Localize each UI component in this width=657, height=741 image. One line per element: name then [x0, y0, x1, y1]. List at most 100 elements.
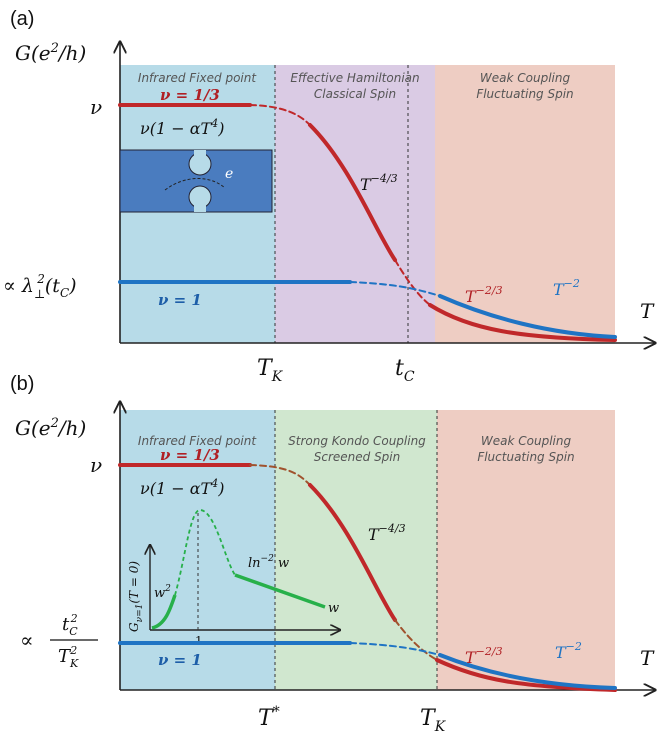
slope-blue: T−2 — [553, 277, 580, 299]
curves — [118, 463, 617, 692]
electron: e — [225, 166, 233, 182]
inset-curve — [174, 509, 236, 596]
region-title: Infrared Fixed point — [138, 71, 257, 85]
red-curve — [308, 483, 397, 622]
part: T — [465, 287, 477, 306]
y-label: G(e2/h) — [15, 416, 86, 440]
region-title: Classical Spin — [314, 87, 396, 101]
region-title: Strong Kondo Coupling — [288, 434, 426, 448]
sup: 2 — [164, 584, 171, 594]
slope-mid: T−4/3 — [360, 172, 398, 194]
y-label-part: G(e — [15, 416, 51, 440]
panel-a: (a) G(e2/h) Infrared Fixed point Effecti… — [3, 8, 655, 385]
red-curve — [428, 303, 617, 342]
sub: C — [404, 369, 415, 385]
panel-b: (b) G(e2/h) Infrared Fixed point Strong … — [10, 373, 655, 735]
part: T — [368, 525, 380, 544]
sup: −2/3 — [476, 284, 503, 297]
part: w — [274, 556, 289, 571]
region-title: Infrared Fixed point — [138, 434, 257, 448]
red-curve — [249, 104, 311, 126]
blue-curve — [349, 281, 441, 297]
nu-one: ν = 1 — [158, 291, 202, 309]
part: w — [154, 586, 165, 601]
sub: ν=1 — [135, 604, 145, 623]
x-label: T — [640, 646, 655, 670]
sup: 2 — [36, 272, 45, 286]
inset-curve — [234, 573, 326, 609]
part: G — [127, 622, 141, 632]
low-level: ∝ λ⊥2(tC) — [3, 272, 77, 301]
y-label-part: G(e — [15, 41, 51, 65]
panel-label: (a) — [10, 8, 34, 30]
part: ln — [248, 556, 261, 571]
curves — [118, 103, 617, 342]
sup: −2 — [566, 640, 582, 653]
part: ) — [68, 275, 76, 297]
region-weak — [437, 410, 615, 690]
region-weak — [435, 65, 615, 343]
sup: −4/3 — [379, 522, 406, 535]
part: ) — [217, 479, 224, 498]
nu-correction: ν(1 − αT4) — [140, 117, 224, 138]
inset-y-label: Gν=1(T = 0) — [127, 561, 145, 632]
sup: −2 — [261, 554, 275, 564]
region-title: Fluctuating Spin — [477, 450, 574, 464]
part: t — [62, 614, 70, 635]
part: (t — [45, 275, 60, 297]
part: T — [360, 175, 372, 194]
slope-red: T−2/3 — [465, 645, 503, 667]
blue-curve — [438, 653, 617, 690]
region-title: Weak Coupling — [481, 434, 572, 448]
part: T — [257, 356, 274, 381]
path-arrow — [164, 178, 226, 191]
x-label: T — [640, 299, 655, 323]
slope-blue: T−2 — [555, 640, 582, 662]
sub: K — [271, 369, 284, 385]
y-label-sup: 2 — [50, 416, 59, 431]
part: ν(1 − αT — [140, 479, 213, 498]
red-curve — [394, 619, 438, 661]
inset-x-label: w — [328, 601, 339, 616]
x-tick: tC — [395, 356, 415, 385]
part: ν(1 − αT — [140, 119, 213, 138]
inset-low: w2 — [154, 584, 171, 601]
part: T — [420, 706, 437, 731]
red-curve — [308, 123, 397, 262]
sup: −2 — [564, 277, 580, 290]
sub: C — [69, 625, 78, 638]
gap — [194, 150, 206, 158]
sup: 4 — [210, 477, 218, 490]
sup: −4/3 — [371, 172, 398, 185]
nu-third: ν = 1/3 — [160, 86, 220, 104]
part: T — [258, 706, 275, 731]
blue-curve — [349, 642, 441, 656]
slope-red: T−2/3 — [465, 284, 503, 306]
part: T — [555, 643, 567, 662]
slope-mid: T−4/3 — [368, 522, 406, 544]
nu-level: ν — [90, 95, 102, 119]
red-curve — [435, 658, 617, 692]
y-label-part: /h) — [57, 416, 86, 440]
part: T — [465, 648, 477, 667]
region-title: Effective Hamiltonian — [290, 71, 419, 85]
sup: 2 — [70, 612, 78, 625]
sup: 2 — [69, 644, 77, 657]
low-denominator: TK2 — [58, 644, 79, 670]
low-prefix: ∝ — [20, 628, 34, 652]
sup: −2/3 — [476, 645, 503, 658]
part: (T = 0) — [127, 561, 141, 604]
sub: K — [69, 657, 79, 670]
panel-label: (b) — [10, 373, 34, 395]
x-tick: T* — [258, 704, 280, 731]
x-tick: TK — [257, 356, 284, 385]
nu-level: ν — [90, 453, 102, 477]
y-label: G(e2/h) — [15, 41, 86, 65]
low-numerator: tC2 — [62, 612, 78, 638]
region-mid — [275, 65, 435, 343]
red-curve — [249, 464, 311, 486]
gap — [194, 204, 206, 212]
